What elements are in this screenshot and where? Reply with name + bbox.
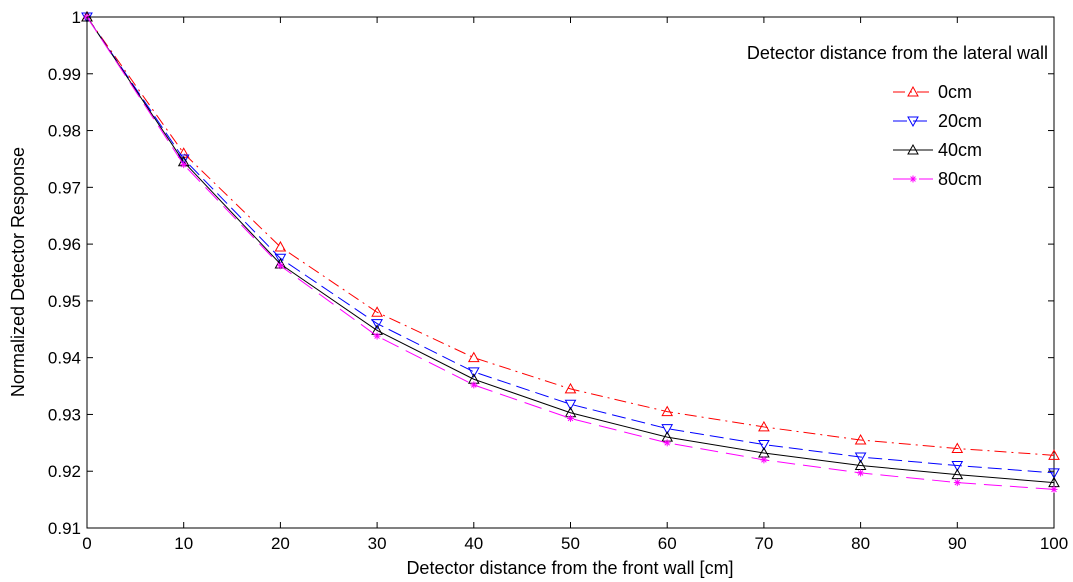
y-tick-label: 0.93 (48, 405, 81, 424)
y-tick-label: 0.91 (48, 519, 81, 538)
legend-label-80cm: 80cm (938, 169, 982, 189)
y-tick-label: 0.99 (48, 65, 81, 84)
x-tick-label: 100 (1040, 534, 1068, 553)
legend-marker-80cm (910, 176, 917, 183)
x-tick-label: 90 (948, 534, 967, 553)
y-tick-label: 0.94 (48, 349, 81, 368)
x-tick-label: 60 (658, 534, 677, 553)
data-point-80cm (180, 161, 187, 168)
x-tick-label: 40 (464, 534, 483, 553)
x-axis-title: Detector distance from the front wall [c… (406, 558, 733, 578)
y-tick-label: 0.92 (48, 462, 81, 481)
y-axis-title: Normalized Detector Response (8, 147, 28, 397)
x-tick-label: 80 (851, 534, 870, 553)
legend-label-40cm: 40cm (938, 140, 982, 160)
x-tick-label: 10 (174, 534, 193, 553)
y-tick-label: 0.98 (48, 122, 81, 141)
legend-title: Detector distance from the lateral wall (747, 43, 1048, 63)
y-tick-label: 1 (72, 8, 81, 27)
x-tick-label: 0 (82, 534, 91, 553)
x-tick-label: 70 (754, 534, 773, 553)
legend-label-0cm: 0cm (938, 82, 972, 102)
y-tick-label: 0.95 (48, 292, 81, 311)
y-tick-label: 0.97 (48, 178, 81, 197)
x-tick-label: 50 (561, 534, 580, 553)
legend-label-20cm: 20cm (938, 111, 982, 131)
x-tick-label: 30 (368, 534, 387, 553)
y-tick-label: 0.96 (48, 235, 81, 254)
x-tick-label: 20 (271, 534, 290, 553)
data-point-80cm (1051, 486, 1058, 493)
